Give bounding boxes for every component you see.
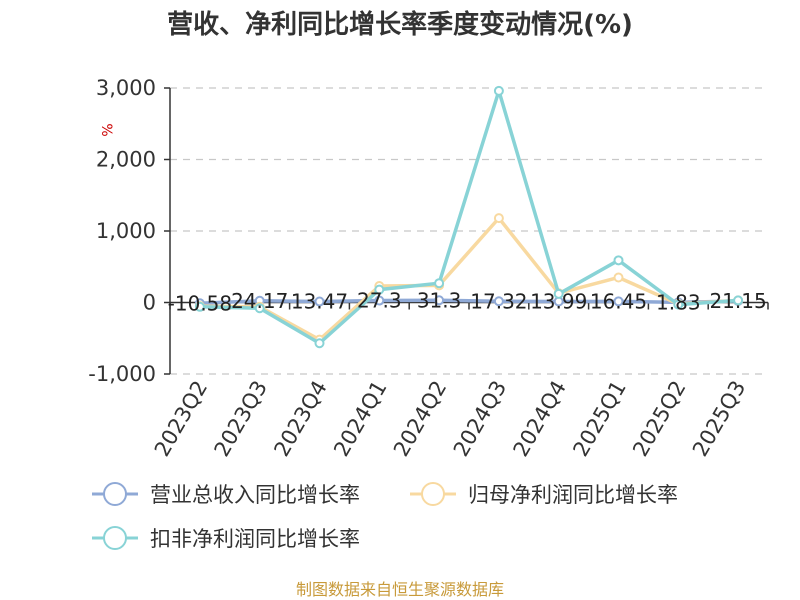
data-label: 16.45: [590, 289, 647, 313]
legend-label: 营业总收入同比增长率: [150, 483, 360, 507]
axes: 3,000 2,000 1,000 0 -1,0002023Q22023Q32023Q4…: [88, 76, 769, 461]
legend-item: 归母净利润同比增长率: [410, 482, 678, 507]
data-point: [613, 272, 624, 283]
data-point: [374, 284, 385, 295]
data-label: 1.83: [656, 290, 701, 314]
x-tick-label: 2024Q3: [449, 377, 511, 461]
data-point: [493, 85, 504, 96]
data-point: [434, 295, 445, 306]
data-point: [493, 213, 504, 224]
legend-item: 扣非净利润同比增长率: [92, 526, 360, 551]
x-tick-label: 2025Q1: [568, 377, 630, 461]
data-label: 13.47: [291, 290, 348, 314]
y-tick-label: 2,000: [96, 148, 156, 172]
data-point: [553, 288, 564, 299]
data-label: 17.32: [470, 289, 527, 313]
data-point: [434, 278, 445, 289]
series-line: [199, 216, 739, 342]
x-tick-label: 2023Q3: [210, 377, 272, 461]
data-point: [493, 296, 504, 307]
data-point: [733, 295, 744, 306]
y-tick-label: 0: [143, 291, 156, 315]
x-tick-label: 2023Q4: [269, 377, 331, 461]
data-label: 24.17: [231, 289, 288, 313]
y-tick-label: 3,000: [96, 76, 156, 100]
x-tick-label: 2024Q4: [509, 377, 571, 461]
data-point: [613, 255, 624, 266]
y-tick-label: -1,000: [88, 362, 156, 386]
source-footer: 制图数据来自恒生聚源数据库: [296, 580, 504, 599]
x-tick-label: 2023Q2: [150, 377, 212, 461]
y-tick-label: 1,000: [96, 219, 156, 243]
data-label: 27.3: [357, 289, 402, 313]
data-point: [374, 295, 385, 306]
data-point: [314, 296, 325, 307]
data-point: [314, 338, 325, 349]
data-label: -10.58: [168, 291, 232, 315]
legend-marker: [103, 482, 127, 506]
x-tick-label: 2025Q2: [628, 377, 690, 461]
chart-title: 营收、净利同比增长率季度变动情况(%): [167, 9, 633, 40]
data-label: 21.15: [709, 289, 766, 313]
x-tick-label: 2025Q3: [688, 377, 750, 461]
y-axis-label: %: [98, 123, 114, 136]
legend-marker: [421, 482, 445, 506]
legend-label: 扣非净利润同比增长率: [150, 527, 360, 551]
series-lines: [194, 85, 744, 349]
legend-label: 归母净利润同比增长率: [468, 483, 678, 507]
grid-lines: [170, 87, 768, 375]
series-line: [199, 89, 739, 346]
data-point: [613, 296, 624, 307]
data-point: [254, 303, 265, 314]
data-point: [194, 301, 205, 312]
series-line: [199, 298, 739, 306]
data-point: [673, 299, 684, 310]
x-tick-label: 2024Q2: [389, 376, 451, 460]
legend-marker: [103, 526, 127, 550]
x-tick-label: 2024Q1: [329, 377, 391, 461]
data-label: 31.3: [417, 288, 462, 312]
data-label: 13.99: [530, 289, 587, 313]
legend-item: 营业总收入同比增长率: [92, 482, 360, 507]
